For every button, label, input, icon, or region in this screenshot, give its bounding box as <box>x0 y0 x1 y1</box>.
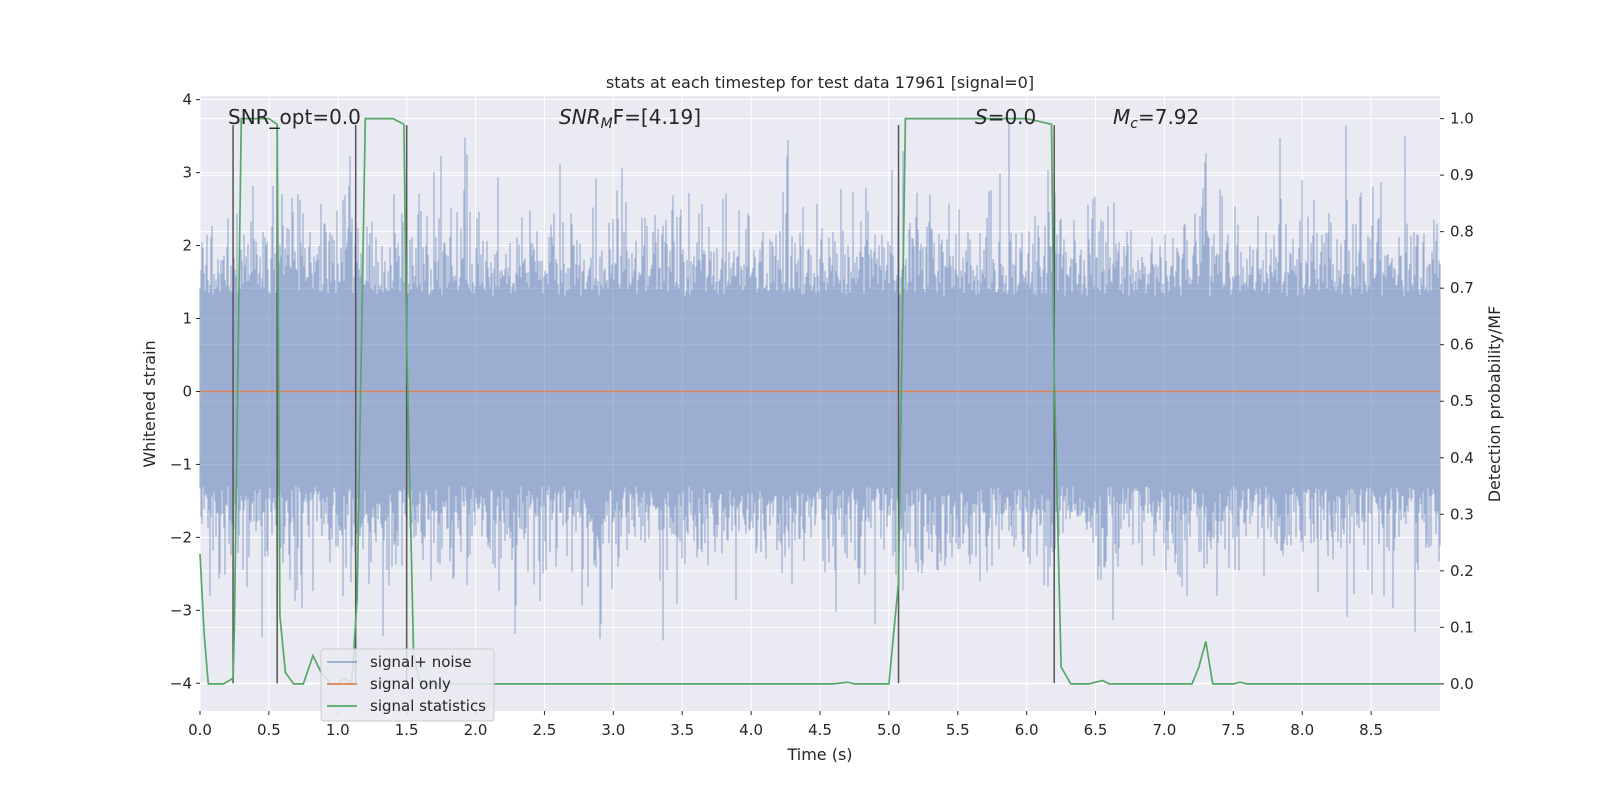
y-left-tick-label: −1 <box>170 455 192 473</box>
x-tick-label: 7.0 <box>1153 721 1177 739</box>
y-left-tick-label: 4 <box>182 91 192 109</box>
mc-sub: c <box>1130 116 1138 132</box>
annotation-snr-opt: SNR_opt=0.0 <box>228 105 361 129</box>
y-right-tick-label: 0.9 <box>1450 166 1474 184</box>
x-tick-label: 5.0 <box>877 721 901 739</box>
s-label: S <box>975 105 988 129</box>
y-right-tick-label: 0.5 <box>1450 392 1474 410</box>
y-right-tick-label: 0.0 <box>1450 675 1474 693</box>
y-left-tick-label: −2 <box>170 528 192 546</box>
annotation-s: S=0.0 <box>975 105 1036 129</box>
y-left-tick-label: 1 <box>182 310 192 328</box>
legend: signal+ noise signal only signal statist… <box>320 648 495 722</box>
x-tick-label: 1.0 <box>326 721 350 739</box>
y-right-tick-label: 0.4 <box>1450 449 1474 467</box>
y-right-tick-label: 0.6 <box>1450 336 1474 354</box>
mc-value: =7.92 <box>1138 105 1199 129</box>
x-tick-label: 8.5 <box>1359 721 1383 739</box>
x-tick-label: 8.0 <box>1290 721 1314 739</box>
y-axis-label-left: Whitened strain <box>140 340 159 467</box>
annotation-snr-mf: SNRMF=[4.19] <box>559 105 701 132</box>
y-right-tick-label: 0.1 <box>1450 618 1474 636</box>
x-tick-label: 3.5 <box>670 721 694 739</box>
mc-base: M <box>1113 105 1130 129</box>
x-ticks: 0.0 0.5 1.0 1.5 2.0 2.5 3.0 3.5 4.0 4.5 5.0 5.5 6.0 6… <box>188 711 1383 739</box>
x-tick-label: 0.0 <box>188 721 212 739</box>
y-ticks-right: 0.0 0.1 0.2 0.3 0.4 0.5 0.6 0.7 0.8 0.9 1.0 <box>1440 110 1474 693</box>
annotation-mc: Mc=7.92 <box>1113 105 1199 132</box>
x-tick-label: 4.5 <box>808 721 832 739</box>
noise-trace <box>199 121 1441 641</box>
y-left-tick-label: 2 <box>182 237 192 255</box>
x-tick-label: 1.5 <box>395 721 419 739</box>
legend-label-signal: signal only <box>370 675 451 693</box>
s-value: =0.0 <box>988 105 1037 129</box>
y-right-tick-label: 0.2 <box>1450 562 1474 580</box>
y-right-tick-label: 1.0 <box>1450 110 1474 128</box>
x-tick-label: 5.5 <box>946 721 970 739</box>
y-left-tick-label: 0 <box>182 382 192 400</box>
x-tick-label: 4.0 <box>739 721 763 739</box>
x-tick-label: 7.5 <box>1221 721 1245 739</box>
chart-title: stats at each timestep for test data 179… <box>606 73 1034 92</box>
snr-mf-rest: F=[4.19] <box>613 105 701 129</box>
y-axis-label-right: Detection probability/MF <box>1485 306 1504 503</box>
y-right-tick-label: 0.8 <box>1450 223 1474 241</box>
y-left-tick-label: 3 <box>182 164 192 182</box>
y-left-tick-label: −4 <box>170 674 192 692</box>
snr-mf-base: SNR <box>559 105 601 129</box>
legend-label-noise: signal+ noise <box>370 653 472 671</box>
x-tick-label: 3.0 <box>601 721 625 739</box>
legend-label-stat: signal statistics <box>370 697 486 715</box>
y-ticks-left: −4 −3 −2 −1 0 1 2 3 4 <box>170 91 200 692</box>
legend-box <box>320 648 495 722</box>
x-tick-label: 6.5 <box>1084 721 1108 739</box>
noise-series <box>199 121 1441 641</box>
snr-mf-sub: M <box>601 116 613 132</box>
x-axis-label: Time (s) <box>786 745 852 764</box>
y-left-tick-label: −3 <box>170 601 192 619</box>
x-tick-label: 2.0 <box>464 721 488 739</box>
y-right-tick-label: 0.7 <box>1450 279 1474 297</box>
x-tick-label: 6.0 <box>1015 721 1039 739</box>
x-tick-label: 2.5 <box>533 721 557 739</box>
x-tick-label: 0.5 <box>257 721 281 739</box>
y-right-tick-label: 0.3 <box>1450 505 1474 523</box>
